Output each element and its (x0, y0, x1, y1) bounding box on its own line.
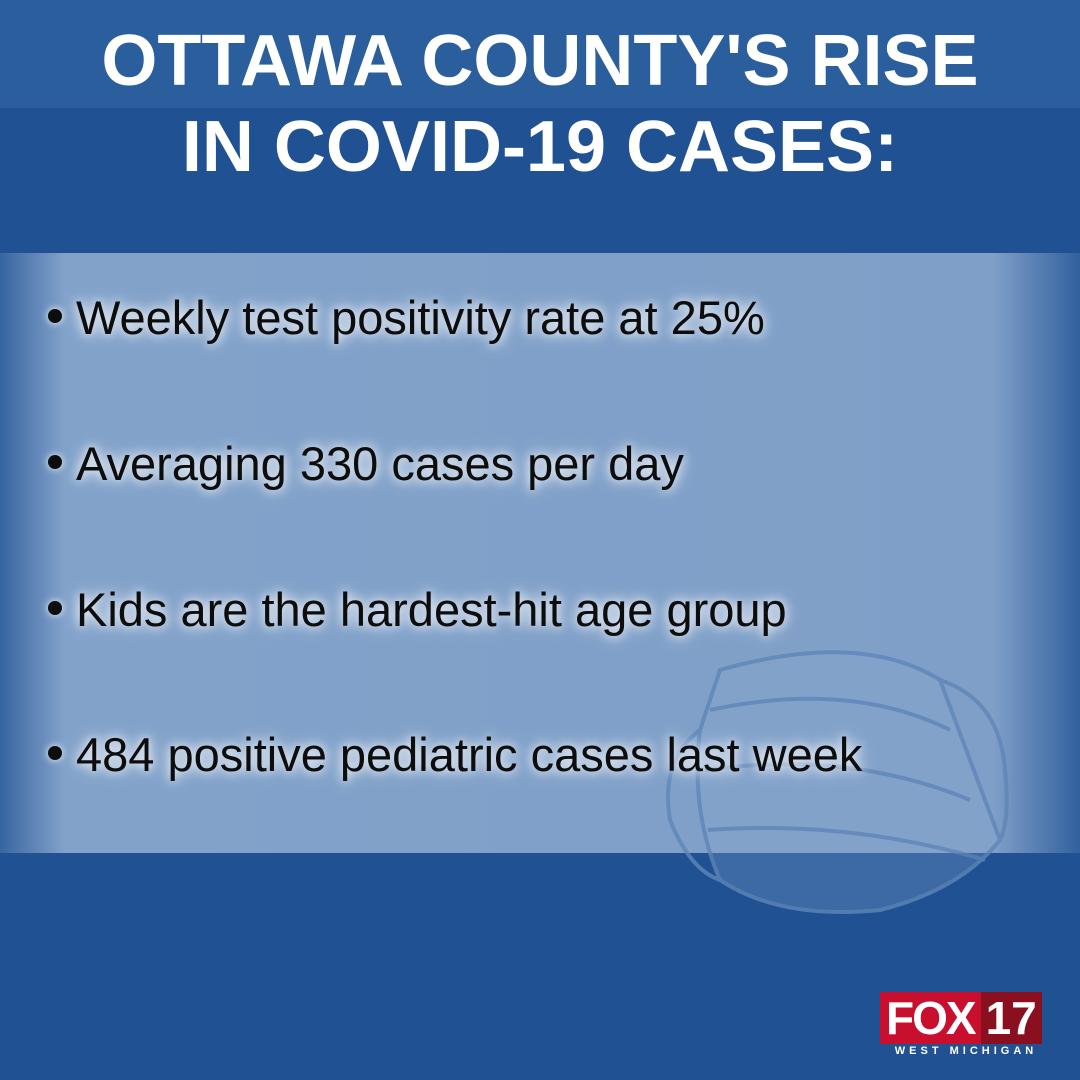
logo-number: 17 (980, 992, 1042, 1044)
bullet-item: 484 positive pediatric cases last week (48, 727, 862, 782)
mask-illustration (666, 650, 1009, 914)
bullet-text: Weekly test positivity rate at 25% (76, 291, 765, 344)
panel (0, 253, 1080, 853)
bullet-text: Kids are the hardest-hit age group (76, 583, 787, 636)
title: OTTAWA COUNTY'S RISE IN COVID-19 CASES: (0, 18, 1080, 190)
bullet-item: Kids are the hardest-hit age group (48, 582, 787, 637)
title-line: OTTAWA COUNTY'S RISE (101, 21, 979, 101)
header-band (0, 0, 1080, 108)
logo: FOX 17 WEST MICHIGAN (880, 992, 1052, 1057)
bullet-text: Averaging 330 cases per day (76, 437, 684, 490)
logo-region: WEST MICHIGAN (894, 1045, 1038, 1057)
title-line: IN COVID-19 CASES: (181, 107, 899, 187)
bullet-item: Weekly test positivity rate at 25% (48, 290, 765, 345)
logo-brand: FOX (880, 992, 981, 1044)
bullet-item: Averaging 330 cases per day (48, 436, 684, 491)
bullet-text: 484 positive pediatric cases last week (76, 728, 863, 781)
